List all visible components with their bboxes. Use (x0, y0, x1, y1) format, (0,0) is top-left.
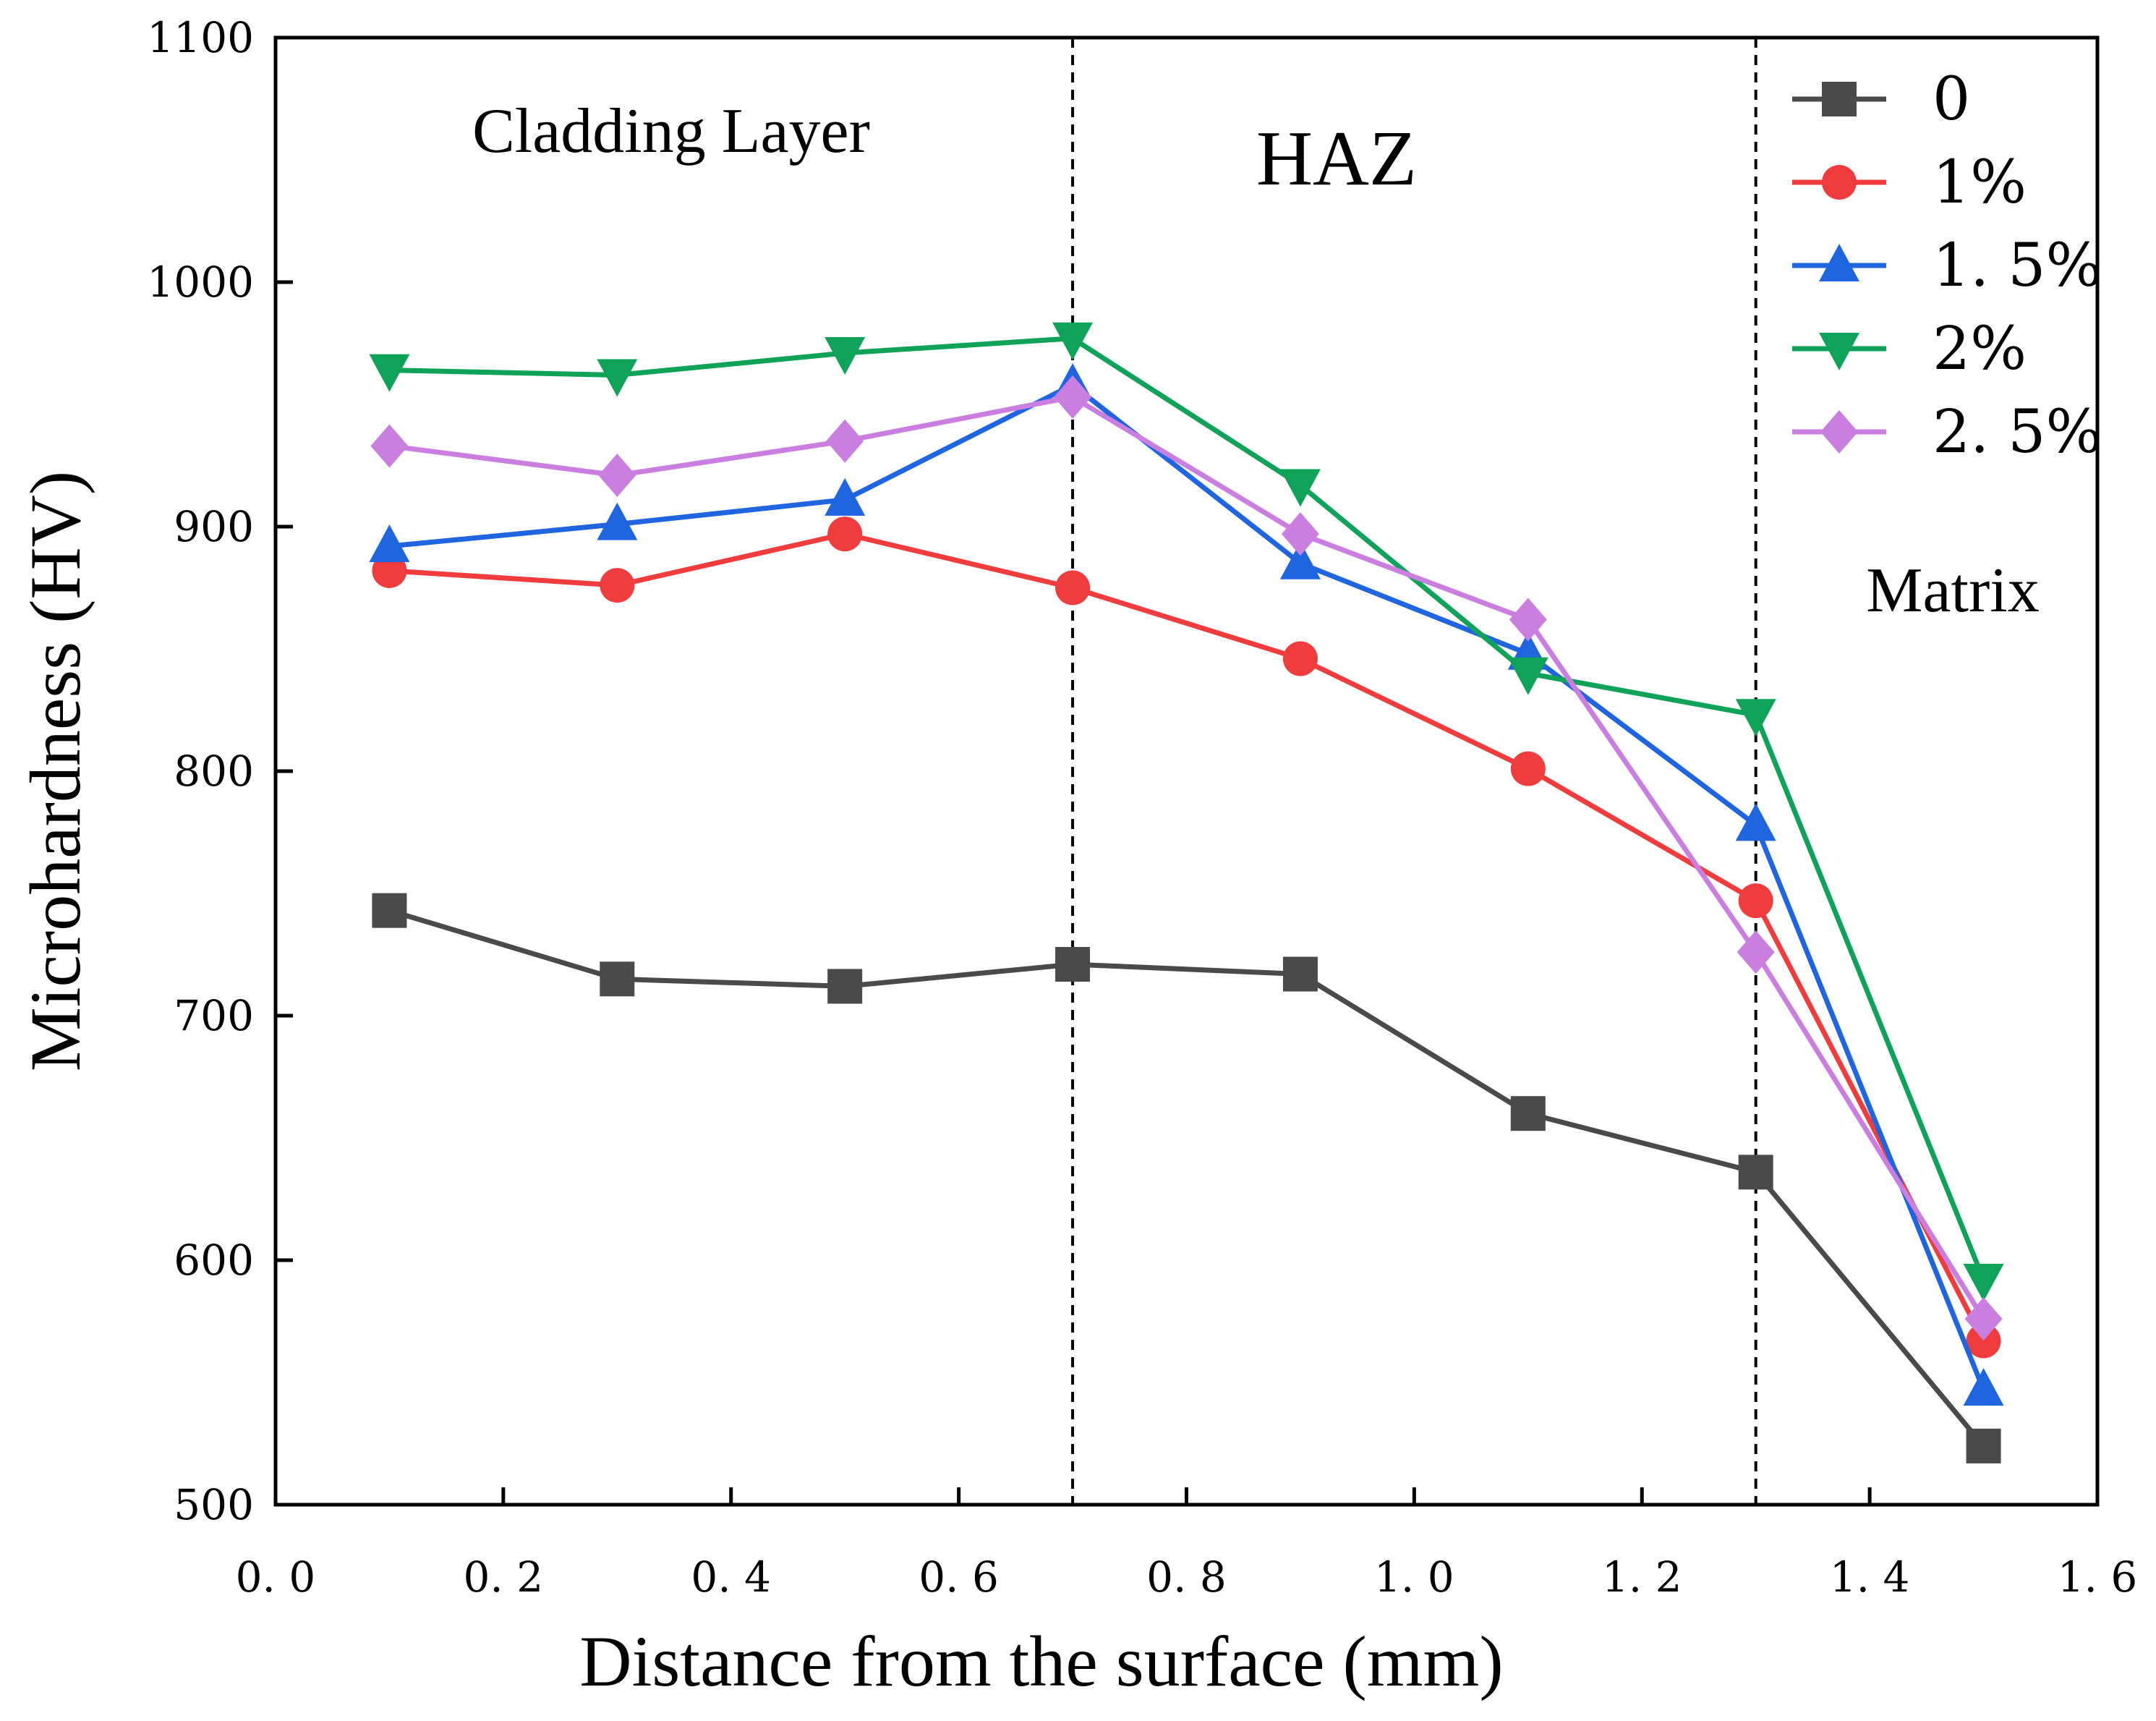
data-point (1963, 1264, 2004, 1302)
legend-marker (1822, 82, 1857, 116)
data-point (826, 419, 864, 463)
data-point (827, 517, 863, 552)
x-tick-label: 0. 8 (1146, 1552, 1227, 1602)
data-point (370, 424, 409, 468)
x-tick-label: 1. 6 (2058, 1552, 2138, 1602)
data-point (1279, 469, 1321, 507)
data-series (369, 322, 2004, 1463)
data-point (1735, 699, 1776, 737)
data-point (597, 359, 638, 397)
legend-item: 2. 5% (1792, 398, 2102, 467)
data-point (1282, 641, 1318, 676)
data-point (1963, 1368, 2004, 1406)
legend-label: 1. 5% (1933, 231, 2102, 300)
data-point (1509, 598, 1547, 642)
y-axis-title: Microhardness (HV) (15, 471, 95, 1071)
legend-marker (1819, 333, 1859, 370)
data-point (1055, 570, 1091, 605)
data-point (1507, 657, 1548, 695)
series-line (388, 394, 1986, 1320)
data-point (1510, 751, 1546, 786)
legend-item: 1% (1792, 148, 2027, 217)
series-line (389, 382, 1986, 1391)
data-point (597, 502, 638, 540)
data-point (1738, 883, 1773, 919)
data-point (1055, 947, 1091, 982)
data-point (1279, 541, 1321, 579)
x-axis: 0. 0 0. 2 0. 4 0. 6 0. 8 1. 0 1. 2 1. 4 1. 6 (236, 1487, 2138, 1602)
y-tick-label: 900 (174, 502, 254, 551)
data-point (825, 477, 866, 516)
data-point (369, 354, 410, 392)
data-point (1281, 512, 1319, 556)
series-2 (369, 362, 2004, 1406)
legend: 0 1% 1. 5% 2% 2. 5% (1792, 65, 2102, 467)
data-point (1738, 1155, 1773, 1190)
data-point (1510, 1096, 1546, 1131)
legend-item: 2% (1792, 315, 2027, 383)
x-tick-label: 0. 2 (464, 1552, 544, 1602)
legend-item: 1. 5% (1792, 231, 2102, 300)
data-point (1282, 956, 1318, 992)
x-tick-label: 0. 4 (691, 1552, 771, 1602)
region-divider-lines (1071, 38, 1757, 1505)
data-point (600, 568, 635, 603)
data-point (598, 454, 636, 498)
legend-marker (1822, 165, 1857, 200)
legend-item: 0 (1792, 65, 1970, 134)
legend-label: 1% (1933, 148, 2027, 217)
x-tick-label: 1. 4 (1830, 1552, 1910, 1602)
data-point (827, 969, 863, 1004)
y-tick-label: 500 (174, 1480, 254, 1529)
cladding-layer-label: Cladding Layer (472, 96, 870, 166)
y-tick-label: 1100 (147, 13, 254, 62)
x-tick-label: 1. 2 (1602, 1552, 1682, 1602)
data-point (1054, 375, 1092, 419)
legend-marker (1820, 410, 1858, 454)
y-tick-label: 700 (174, 991, 254, 1040)
series-line (388, 908, 1986, 1448)
data-point (825, 337, 866, 375)
x-tick-label: 0. 0 (236, 1552, 316, 1602)
data-point (1052, 322, 1094, 360)
data-point (600, 961, 635, 997)
legend-marker (1819, 244, 1859, 281)
data-point (1964, 1297, 2003, 1341)
haz-label: HAZ (1256, 116, 1417, 202)
y-axis: 500 600 700 800 900 1000 1100 (147, 13, 293, 1529)
series-3 (369, 322, 2004, 1302)
series-4 (370, 375, 2003, 1341)
y-tick-label: 800 (174, 747, 254, 796)
series-1 (372, 517, 2001, 1359)
data-point (369, 524, 410, 563)
x-tick-label: 1. 0 (1374, 1552, 1454, 1602)
y-tick-label: 600 (174, 1236, 254, 1285)
legend-label: 0 (1933, 65, 1970, 134)
data-point (1966, 1323, 2001, 1359)
x-tick-label: 0. 6 (919, 1552, 999, 1602)
series-line (389, 336, 1986, 1281)
x-axis-title: Distance from the surface (mm) (579, 1621, 1503, 1701)
data-point (1737, 930, 1775, 974)
legend-label: 2. 5% (1933, 398, 2102, 467)
series-0 (372, 893, 2001, 1463)
legend-label: 2% (1933, 315, 2027, 383)
matrix-label: Matrix (1866, 556, 2040, 626)
series-line (389, 531, 1986, 1343)
data-point (372, 893, 407, 928)
data-point (1966, 1428, 2001, 1463)
data-point (1735, 803, 1776, 841)
y-tick-label: 1000 (147, 258, 254, 307)
